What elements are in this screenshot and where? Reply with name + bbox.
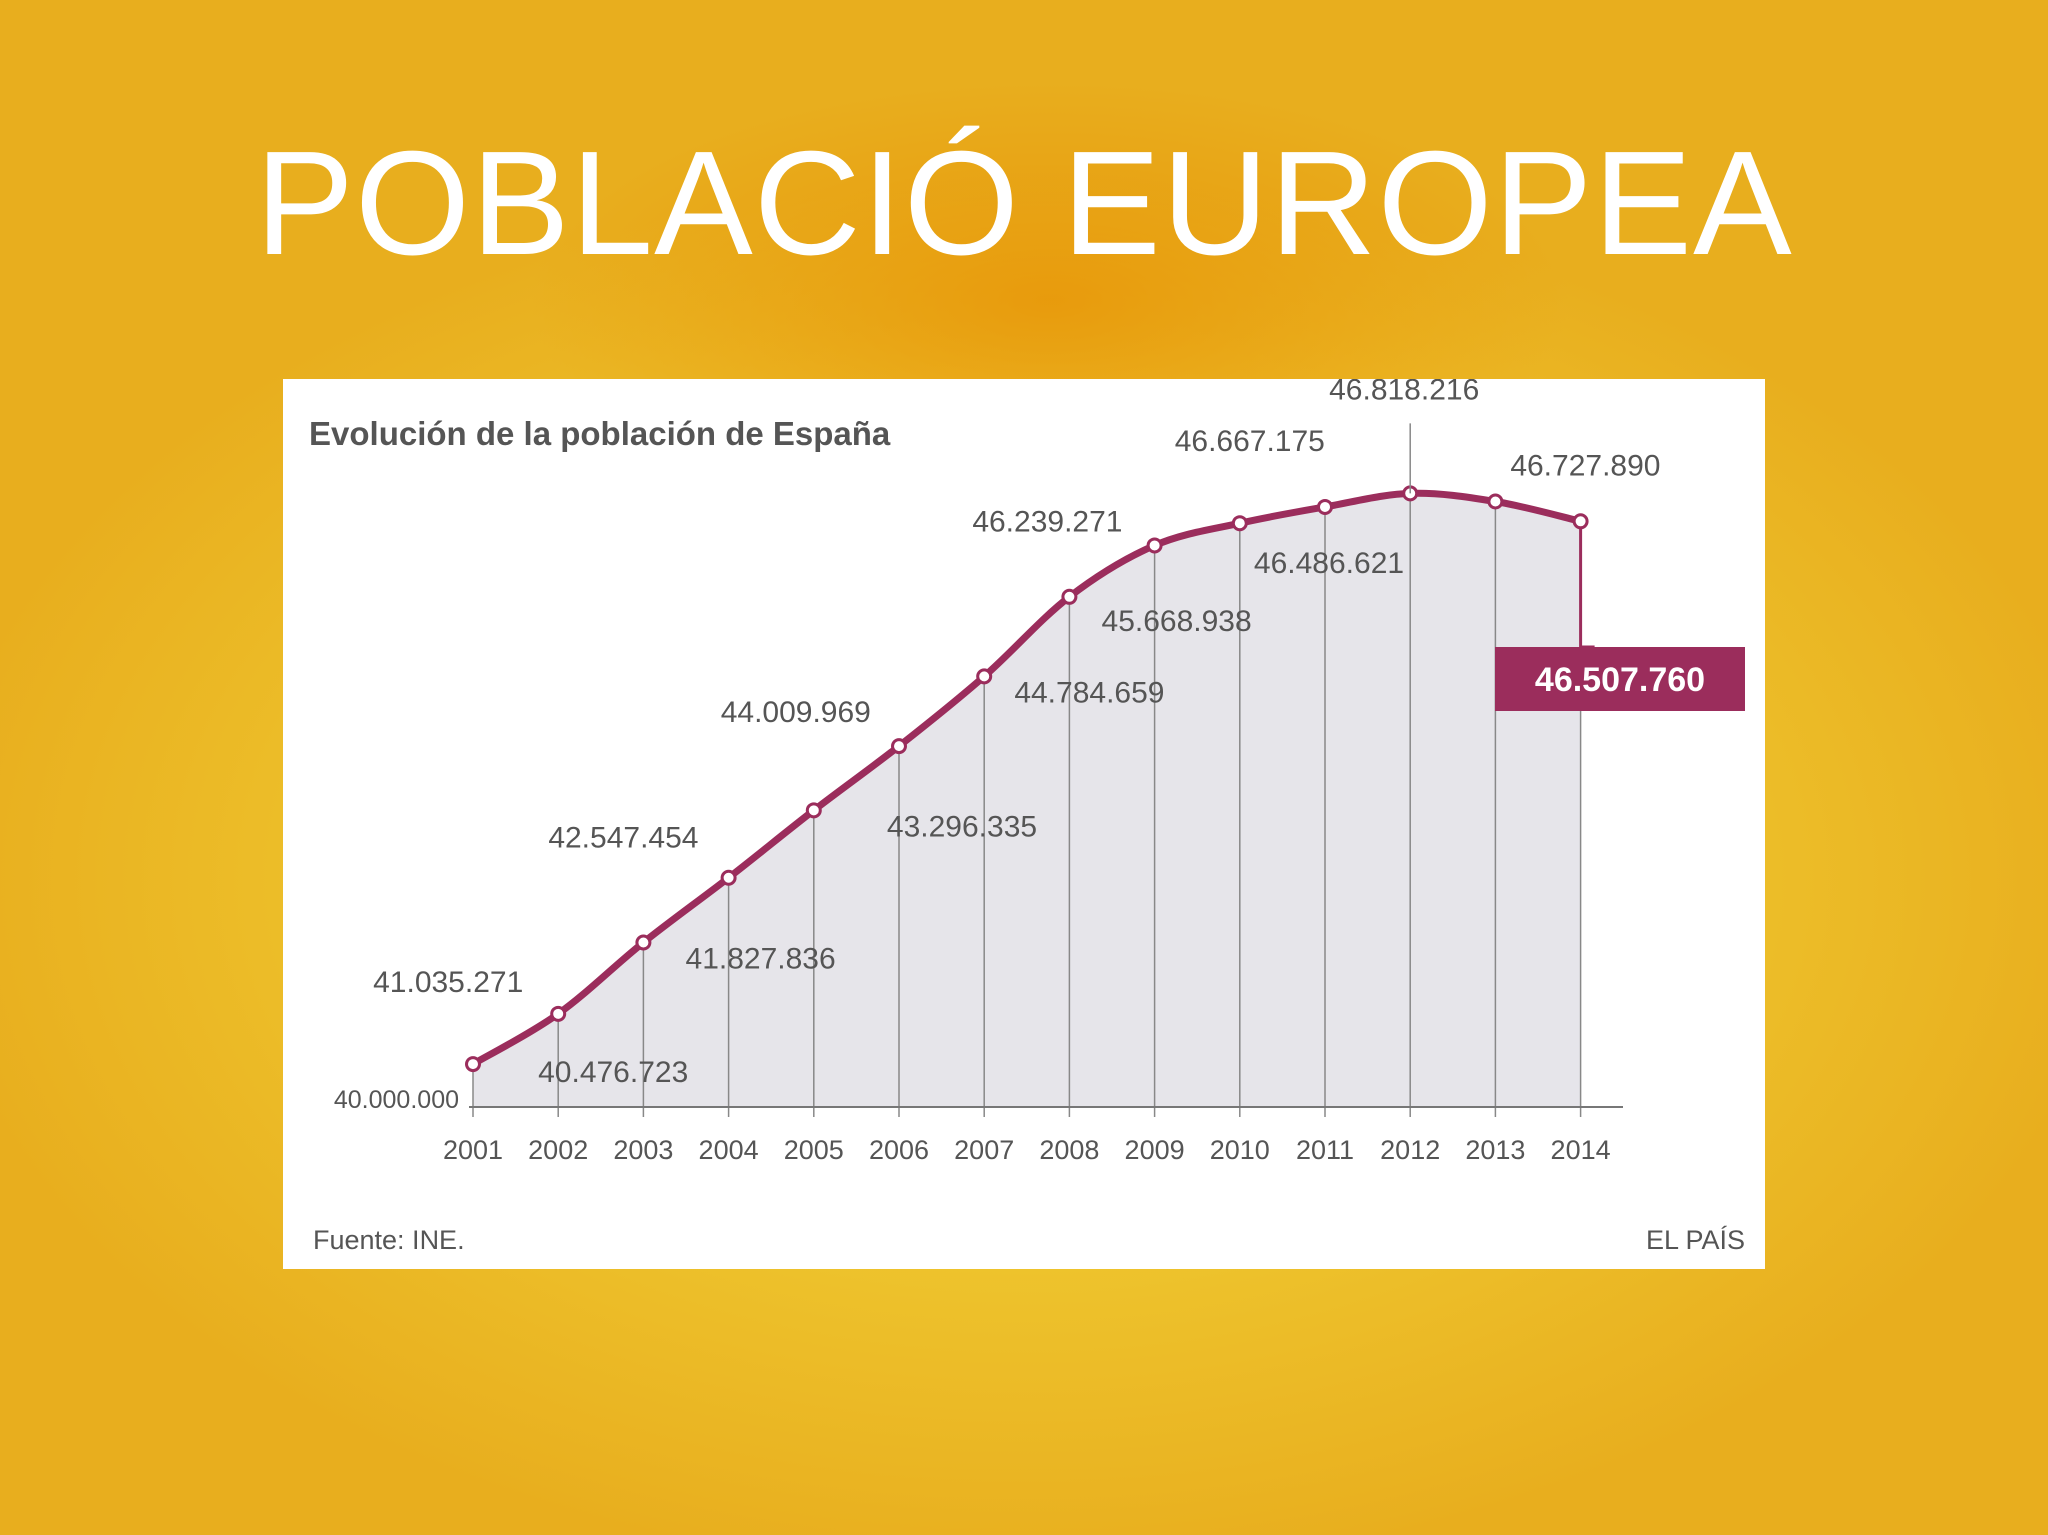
data-point: [1572, 513, 1589, 530]
series-line: [469, 489, 1585, 1068]
x-tick-label: 2014: [1551, 1135, 1611, 1165]
x-tick-label: 2008: [1039, 1135, 1099, 1165]
x-tick-label: 2011: [1296, 1135, 1354, 1165]
value-label: 41.035.271: [373, 966, 523, 999]
value-label: 43.296.335: [887, 810, 1037, 843]
x-tick-label: 2005: [784, 1135, 844, 1165]
value-label: 44.009.969: [721, 696, 871, 729]
x-tick-label: 2013: [1465, 1135, 1525, 1165]
data-point: [635, 934, 652, 951]
area-fill: [473, 493, 1581, 1108]
data-point: [550, 1005, 567, 1022]
data-point: [1231, 515, 1248, 532]
value-label: 46.667.175: [1175, 425, 1325, 458]
data-point: [720, 869, 737, 886]
data-point: [976, 668, 993, 685]
x-tick-label: 2007: [954, 1135, 1014, 1165]
value-label: 46.486.621: [1254, 547, 1404, 580]
data-point: [891, 738, 907, 755]
x-tick-label: 2010: [1210, 1135, 1270, 1165]
value-label: 46.818.216: [1329, 379, 1479, 406]
value-label: 46.727.890: [1510, 449, 1660, 482]
slide-title: POBLACIÓ EUROPEA: [255, 121, 1793, 286]
value-label: 45.668.938: [1102, 605, 1252, 638]
value-label: 46.239.271: [972, 505, 1122, 538]
data-point: [465, 1056, 481, 1073]
data-point: [1146, 537, 1163, 554]
x-tick-label: 2009: [1125, 1135, 1185, 1165]
y-baseline-label: 40.000.000: [334, 1086, 459, 1114]
source-label: Fuente: INE.: [313, 1225, 465, 1255]
highlight-box: [1495, 647, 1745, 711]
value-label: 41.827.836: [686, 942, 836, 975]
highlight-pointer: [1579, 527, 1595, 649]
data-point: [1487, 493, 1504, 510]
chart-title: Evolución de la población de España: [309, 415, 891, 452]
x-tick-label: 2002: [528, 1135, 588, 1165]
x-tick-label: 2004: [699, 1135, 759, 1165]
chart-card: Evolución de la población de España 40.4…: [283, 379, 1765, 1269]
value-label: 42.547.454: [548, 822, 698, 855]
x-tick-label: 2001: [443, 1135, 503, 1165]
data-point: [805, 802, 822, 819]
value-label: 40.476.723: [538, 1056, 688, 1089]
population-chart: Evolución de la población de España 40.4…: [309, 379, 1745, 1255]
highlight-value-label: 46.507.760: [1535, 661, 1705, 699]
x-tick-label: 2012: [1380, 1135, 1440, 1165]
data-point: [1061, 588, 1078, 605]
data-point: [1317, 498, 1333, 515]
x-tick-label: 2003: [613, 1135, 673, 1165]
x-tick-label: 2006: [869, 1135, 929, 1165]
value-label: 44.784.659: [1014, 676, 1164, 709]
publisher-label: EL PAÍS: [1646, 1225, 1745, 1255]
